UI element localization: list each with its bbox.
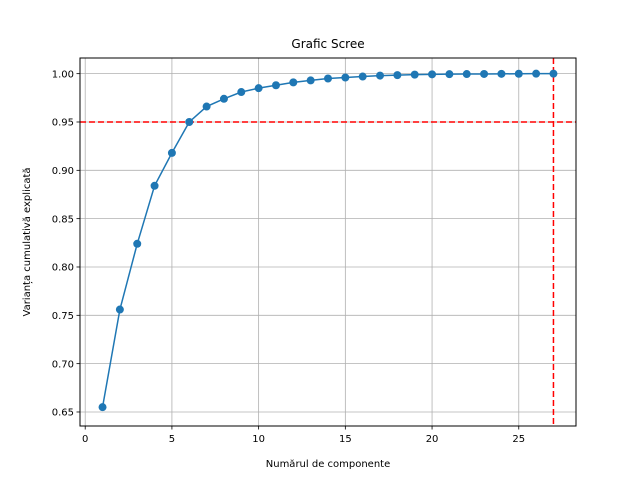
data-point bbox=[393, 71, 402, 80]
x-axis-title: Numărul de componente bbox=[266, 459, 391, 470]
data-point bbox=[254, 84, 263, 93]
y-tick-label: 0.85 bbox=[52, 214, 74, 225]
data-point bbox=[341, 73, 350, 82]
data-point bbox=[237, 88, 246, 97]
data-point bbox=[219, 94, 228, 103]
x-tick-label: 15 bbox=[339, 434, 352, 445]
data-point bbox=[115, 305, 124, 314]
plot-frame bbox=[79, 57, 577, 427]
y-tick-label: 0.80 bbox=[52, 263, 74, 274]
y-tick-label: 0.65 bbox=[52, 408, 74, 419]
y-tick-label: 1.00 bbox=[52, 69, 74, 80]
data-point bbox=[98, 403, 107, 412]
x-tick-label: 5 bbox=[169, 434, 175, 445]
data-point bbox=[480, 69, 489, 78]
data-point bbox=[462, 70, 471, 79]
data-point bbox=[271, 81, 280, 90]
x-tick-label: 20 bbox=[426, 434, 439, 445]
data-point bbox=[532, 69, 541, 78]
data-point bbox=[185, 117, 194, 126]
y-axis: 0.65 0.70 0.75 0.80 0.85 0.90 0.95 1.00 bbox=[52, 69, 80, 419]
data-point bbox=[358, 72, 367, 81]
chart-title: Grafic Scree bbox=[291, 37, 364, 51]
data-point bbox=[549, 69, 558, 78]
y-axis-title: Varianța cumulativă explicată bbox=[22, 168, 33, 317]
y-tick-label: 0.90 bbox=[52, 166, 74, 177]
data-series bbox=[98, 69, 558, 412]
data-point bbox=[376, 71, 385, 80]
x-axis: 0 5 10 15 20 25 bbox=[82, 426, 525, 445]
data-point bbox=[497, 69, 506, 78]
data-point bbox=[202, 102, 211, 111]
data-point bbox=[410, 70, 419, 79]
reference-lines bbox=[80, 58, 576, 426]
y-tick-label: 0.75 bbox=[52, 311, 74, 322]
data-point bbox=[428, 70, 437, 79]
data-point bbox=[445, 70, 454, 79]
data-point bbox=[167, 148, 176, 157]
data-point bbox=[289, 78, 298, 87]
data-point bbox=[306, 76, 315, 85]
x-tick-label: 25 bbox=[512, 434, 525, 445]
x-tick-label: 0 bbox=[82, 434, 88, 445]
y-tick-label: 0.70 bbox=[52, 359, 74, 370]
x-tick-label: 10 bbox=[252, 434, 265, 445]
data-point bbox=[133, 239, 142, 248]
data-point bbox=[514, 69, 523, 78]
y-tick-label: 0.95 bbox=[52, 118, 74, 129]
data-point bbox=[150, 181, 159, 190]
data-point bbox=[324, 74, 332, 83]
